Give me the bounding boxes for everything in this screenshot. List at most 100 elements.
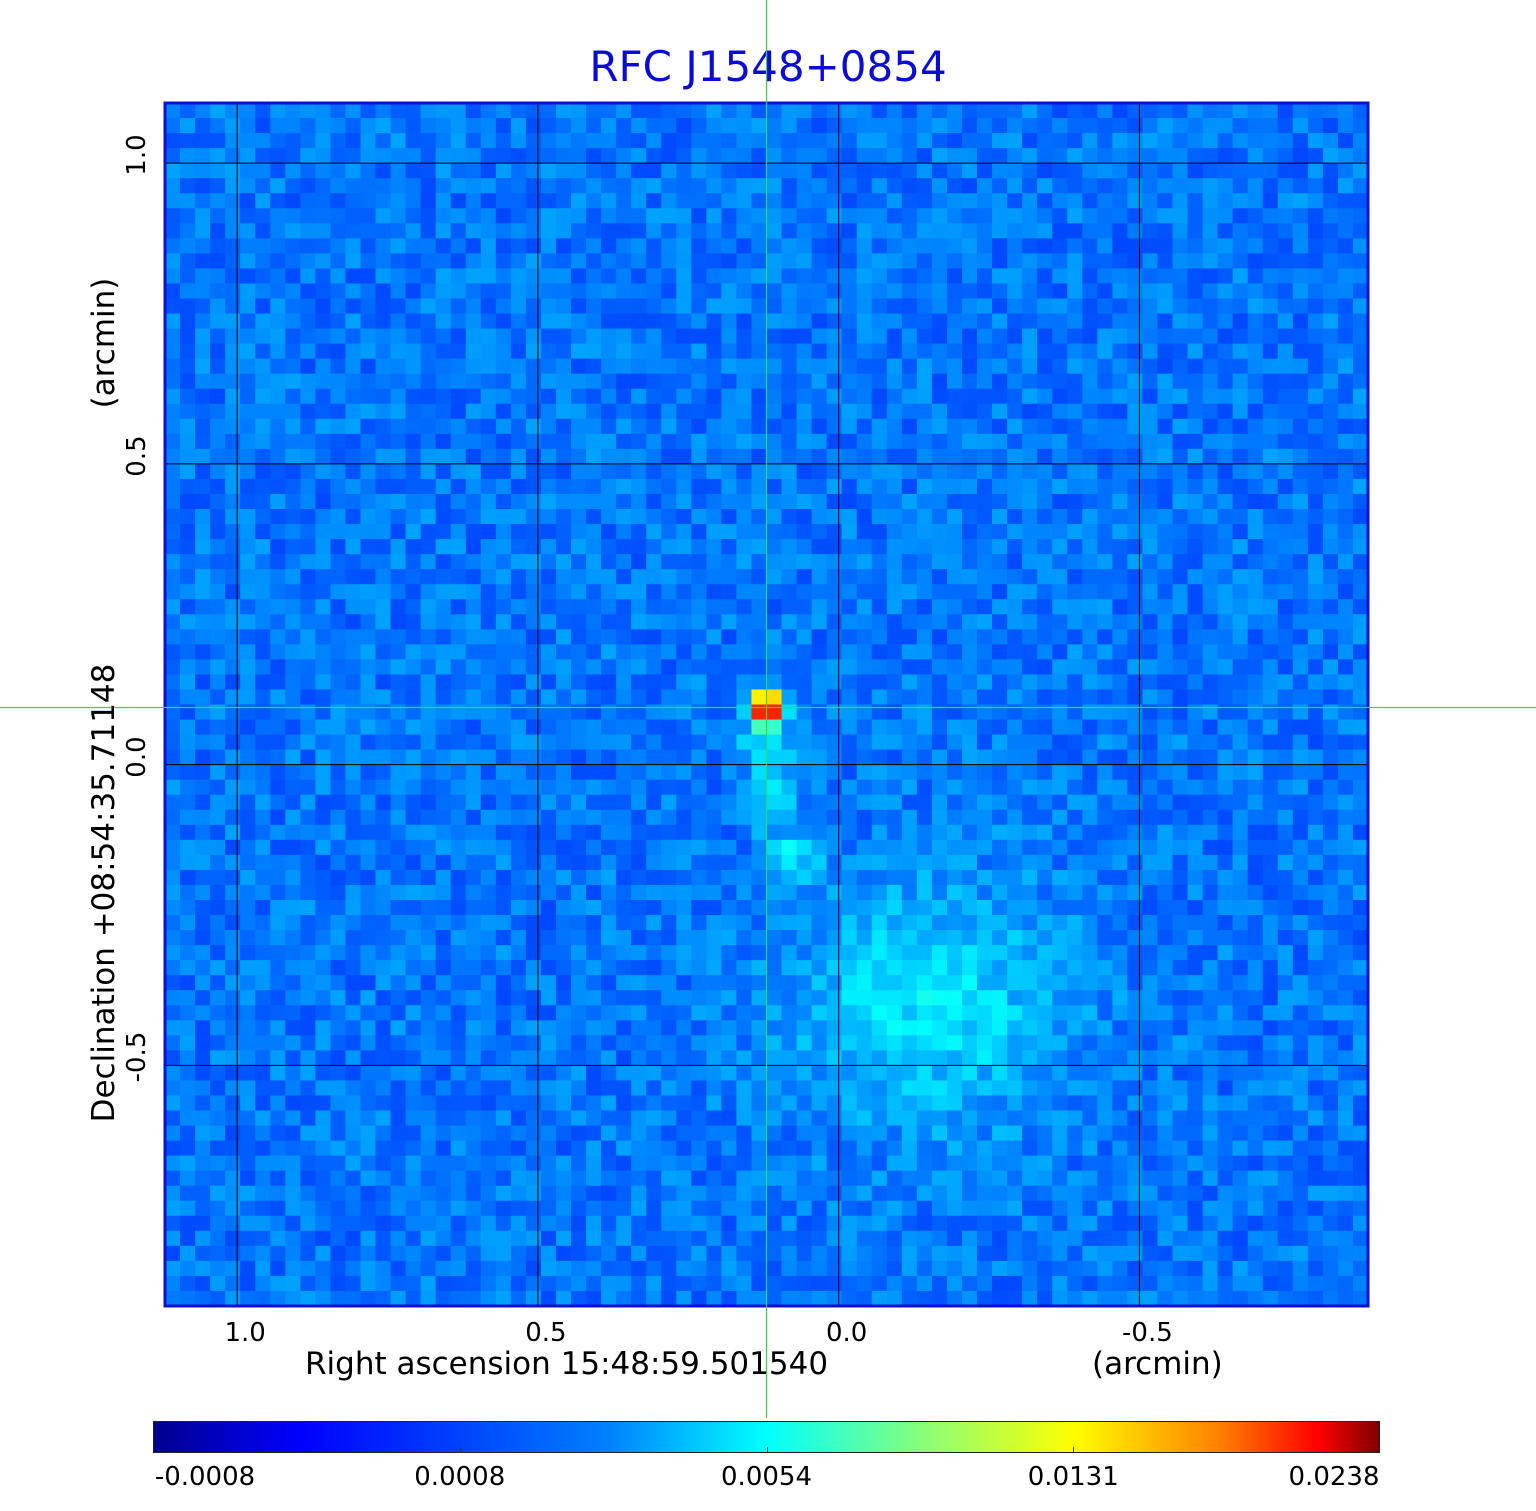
heatmap-cell (330, 704, 347, 721)
heatmap-cell (811, 689, 828, 706)
heatmap-cell (1232, 178, 1249, 194)
heatmap-cell (510, 899, 527, 916)
heatmap-cell (601, 193, 617, 209)
heatmap-cell (225, 764, 241, 781)
heatmap-cell (721, 794, 738, 811)
heatmap-cell (405, 539, 422, 555)
heatmap-cell (977, 734, 993, 751)
heatmap-cell (180, 990, 196, 1006)
heatmap-cell (1337, 990, 1354, 1006)
heatmap-cell (586, 328, 602, 345)
heatmap-cell (796, 223, 813, 239)
heatmap-cell (841, 719, 858, 736)
heatmap-cell (796, 899, 813, 916)
heatmap-cell (1052, 554, 1068, 570)
heatmap-cell (616, 208, 632, 224)
heatmap-cell (180, 1035, 196, 1051)
heatmap-cell (1262, 704, 1279, 721)
heatmap-cell (781, 509, 798, 525)
heatmap-cell (977, 343, 993, 360)
heatmap-cell (1067, 644, 1083, 660)
heatmap-cell (1337, 809, 1354, 826)
heatmap-cell (1352, 614, 1369, 630)
heatmap-cell (510, 779, 527, 796)
heatmap-cell (480, 659, 497, 676)
heatmap-cell (781, 313, 798, 330)
heatmap-cell (255, 433, 271, 450)
heatmap-cell (465, 253, 482, 270)
heatmap-cell (781, 990, 798, 1006)
heatmap-cell (1352, 1020, 1369, 1036)
heatmap-cell (676, 854, 692, 871)
heatmap-cell (1202, 734, 1219, 751)
heatmap-cell (1352, 884, 1369, 901)
heatmap-cell (856, 599, 873, 615)
heatmap-cell (1247, 208, 1264, 224)
heatmap-cell (706, 584, 722, 600)
heatmap-cell (270, 268, 286, 285)
heatmap-cell (1142, 704, 1159, 721)
heatmap-cell (646, 644, 662, 660)
heatmap-cell (1322, 223, 1339, 239)
heatmap-cell (946, 569, 963, 585)
heatmap-cell (555, 388, 572, 405)
heatmap-cell (510, 599, 527, 615)
heatmap-cell (225, 524, 241, 540)
heatmap-cell (691, 298, 707, 315)
heatmap-cell (270, 659, 286, 676)
heatmap-cell (811, 343, 828, 360)
heatmap-cell (240, 749, 256, 766)
heatmap-cell (706, 884, 722, 901)
heatmap-cell (480, 418, 497, 435)
heatmap-cell (195, 764, 211, 781)
heatmap-cell (330, 945, 347, 961)
heatmap-cell (525, 493, 542, 510)
heatmap-cell (255, 975, 271, 991)
heatmap-cell (1022, 915, 1038, 931)
heatmap-cell (180, 779, 196, 796)
heatmap-cell (165, 298, 181, 315)
heatmap-cell (180, 223, 196, 239)
heatmap-cell (255, 945, 271, 961)
heatmap-cell (255, 764, 271, 781)
heatmap-cell (225, 584, 241, 600)
heatmap-cell (225, 163, 241, 179)
heatmap-cell (856, 915, 873, 931)
heatmap-cell (330, 103, 347, 119)
heatmap-cell (540, 463, 557, 480)
heatmap-cell (661, 554, 677, 570)
heatmap-cell (1202, 208, 1219, 224)
heatmap-cell (435, 975, 452, 991)
heatmap-cell (661, 163, 677, 179)
heatmap-cell (796, 253, 813, 270)
heatmap-cell (781, 388, 798, 405)
heatmap-cell (435, 794, 452, 811)
heatmap-cell (1142, 1020, 1159, 1036)
heatmap-cell (375, 493, 392, 510)
heatmap-cell (345, 493, 362, 510)
heatmap-cell (315, 524, 332, 540)
heatmap-cell (1307, 388, 1324, 405)
heatmap-cell (525, 749, 542, 766)
heatmap-cell (1082, 960, 1098, 976)
heatmap-cell (405, 945, 422, 961)
heatmap-cell (1172, 569, 1189, 585)
heatmap-cell (871, 268, 888, 285)
heatmap-cell (195, 418, 211, 435)
heatmap-cell (1112, 704, 1128, 721)
heatmap-cell (285, 283, 301, 300)
heatmap-cell (916, 779, 933, 796)
heatmap-cell (180, 975, 196, 991)
heatmap-cell (961, 118, 978, 134)
heatmap-cell (1202, 388, 1219, 405)
heatmap-cell (1037, 869, 1053, 886)
heatmap-cell (225, 133, 241, 149)
heatmap-cell (1187, 268, 1204, 285)
heatmap-cell (751, 208, 768, 224)
heatmap-cell (285, 103, 301, 119)
heatmap-cell (1112, 223, 1128, 239)
heatmap-cell (270, 478, 286, 495)
heatmap-cell (721, 614, 738, 630)
heatmap-cell (1232, 268, 1249, 285)
heatmap-cell (1007, 674, 1023, 691)
